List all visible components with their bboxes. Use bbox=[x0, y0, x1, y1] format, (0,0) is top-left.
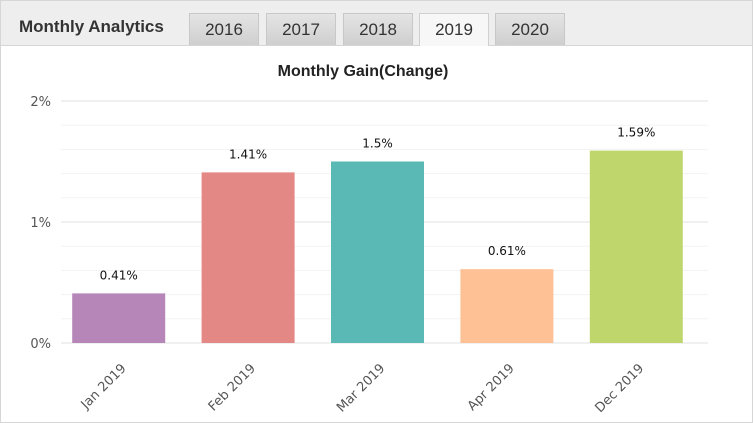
bar-apr-2019[interactable] bbox=[460, 269, 554, 343]
bar-dec-2019[interactable] bbox=[589, 150, 683, 343]
bar-value-label: 1.5% bbox=[362, 137, 393, 151]
data-labels: 0.41% 1.41% 1.5% 0.61% 1.59% bbox=[100, 126, 656, 283]
bar-value-label: 1.41% bbox=[229, 147, 267, 161]
tab-2018[interactable]: 2018 bbox=[343, 13, 413, 45]
y-tick-label: 0% bbox=[30, 337, 51, 352]
y-axis: 0% 1% 2% bbox=[30, 95, 51, 352]
bar-value-label: 0.61% bbox=[488, 244, 526, 258]
monthly-gain-chart: Monthly Gain(Change) 0% 1% 2% 0.41% 1.41% 1.… bbox=[30, 63, 708, 416]
chart-title: Monthly Gain(Change) bbox=[278, 63, 449, 80]
tab-2017[interactable]: 2017 bbox=[266, 13, 336, 45]
y-tick-label: 2% bbox=[30, 95, 51, 110]
tab-2019[interactable]: 2019 bbox=[419, 13, 489, 46]
x-tick-label: Dec 2019 bbox=[592, 361, 647, 416]
bar-jan-2019[interactable] bbox=[72, 293, 166, 343]
x-tick-label: Mar 2019 bbox=[334, 361, 388, 415]
bar-value-label: 0.41% bbox=[100, 268, 138, 282]
x-axis: Jan 2019 Feb 2019 Mar 2019 Apr 2019 Dec 2019 bbox=[78, 361, 647, 416]
x-tick-label: Jan 2019 bbox=[78, 361, 130, 413]
bar-value-label: 1.59% bbox=[617, 126, 655, 140]
chart-bars bbox=[72, 150, 683, 344]
tab-2016[interactable]: 2016 bbox=[189, 13, 259, 45]
y-tick-label: 1% bbox=[30, 216, 51, 231]
widget-title: Monthly Analytics bbox=[19, 17, 164, 36]
tab-2020[interactable]: 2020 bbox=[495, 13, 565, 45]
bar-feb-2019[interactable] bbox=[201, 172, 295, 343]
x-tick-label: Feb 2019 bbox=[206, 361, 259, 414]
widget-header: Monthly Analytics 2016 2017 2018 2019 20… bbox=[1, 1, 752, 46]
bar-mar-2019[interactable] bbox=[331, 161, 424, 344]
x-tick-label: Apr 2019 bbox=[465, 361, 518, 414]
